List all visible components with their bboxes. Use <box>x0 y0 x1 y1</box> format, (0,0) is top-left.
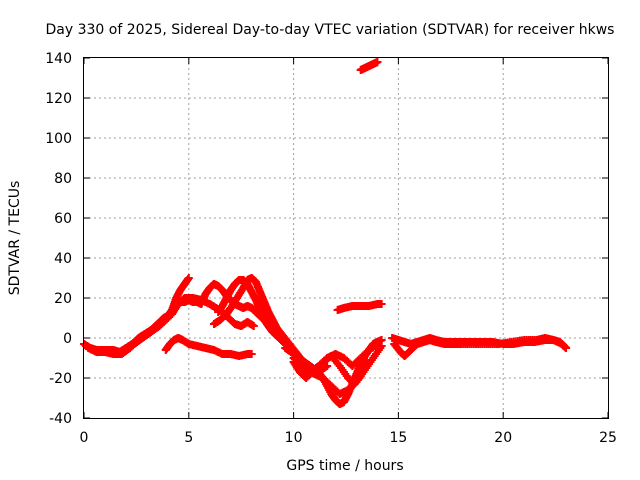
data-point <box>247 350 256 358</box>
x-axis-label: GPS time / hours <box>286 458 403 474</box>
data-point <box>373 58 382 66</box>
y-tick-label: 0 <box>63 331 72 347</box>
y-axis-label: SDTVAR / TECUs <box>7 181 23 296</box>
y-tick-label: 120 <box>45 91 72 107</box>
y-tick-label: -40 <box>49 411 72 427</box>
x-tick-label: 5 <box>184 430 193 446</box>
x-tick-label: 10 <box>285 430 303 446</box>
axis-ticks: 0 5 10 15 20 25 -40 -20 0 20 40 60 80 100 120 140 <box>45 51 617 446</box>
series-arc-mid-high <box>333 300 386 314</box>
data-point <box>362 358 371 366</box>
series-arc-outlier-high <box>356 58 382 74</box>
y-tick-label: 40 <box>54 251 72 267</box>
x-tick-label: 20 <box>494 430 512 446</box>
data-point <box>377 342 386 350</box>
y-tick-label: 100 <box>45 131 72 147</box>
chart-title: Day 330 of 2025, Sidereal Day-to-day VTE… <box>46 22 615 38</box>
data-point <box>323 362 332 370</box>
series-arc-late-4 <box>289 352 371 388</box>
x-tick-label: 15 <box>389 430 407 446</box>
x-tick-label: 0 <box>80 430 89 446</box>
y-tick-label: 20 <box>54 291 72 307</box>
plot-frame <box>83 57 609 419</box>
series-arc-mid-low <box>161 334 256 360</box>
y-tick-label: 80 <box>54 171 72 187</box>
series-arc-early-2 <box>82 274 193 358</box>
data-point <box>249 322 258 330</box>
data-points <box>80 58 571 408</box>
data-point <box>377 300 386 308</box>
data-point <box>184 274 193 282</box>
series-arc-night-2 <box>390 334 571 360</box>
y-tick-label: -20 <box>49 371 72 387</box>
y-tick-label: 140 <box>45 51 72 67</box>
y-tick-label: 60 <box>54 211 72 227</box>
x-tick-label: 25 <box>599 430 617 446</box>
data-point <box>562 344 571 352</box>
